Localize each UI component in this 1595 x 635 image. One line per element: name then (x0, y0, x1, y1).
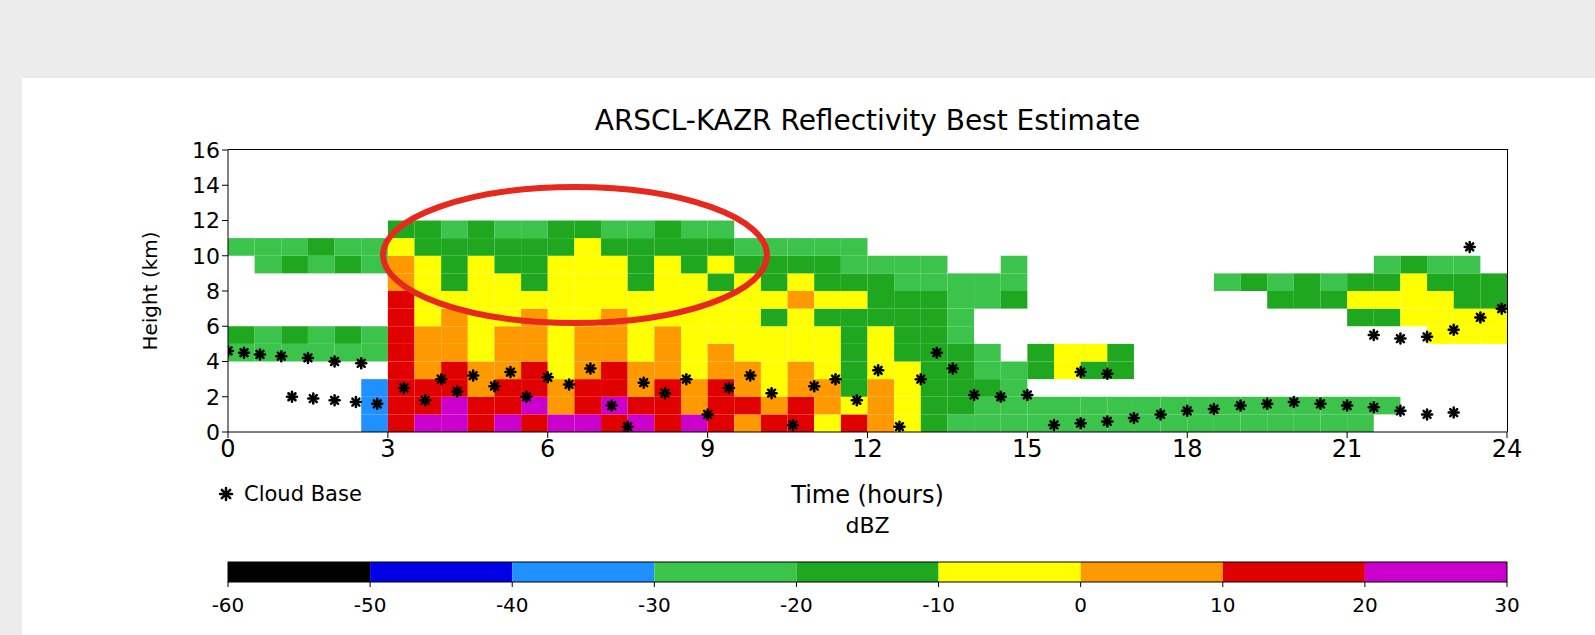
svg-text:3: 3 (380, 435, 395, 463)
svg-text:0: 0 (206, 420, 220, 445)
svg-text:20: 20 (1352, 593, 1377, 617)
html-text:ARSCL-KAZR Reflectivity Best E: ARSCL-KAZR Reflectivity Best Estimate (594, 104, 1141, 137)
svg-text:24: 24 (1492, 435, 1523, 463)
svg-text:6: 6 (206, 314, 220, 339)
svg-text:15: 15 (1012, 435, 1043, 463)
svg-text:8: 8 (206, 279, 220, 304)
html-text:dBZ: dBZ (845, 513, 890, 538)
svg-text:18: 18 (1172, 435, 1203, 463)
svg-text:-20: -20 (780, 593, 813, 617)
svg-text:0: 0 (220, 435, 235, 463)
svg-text:-50: -50 (354, 593, 387, 617)
svg-text:6: 6 (540, 435, 555, 463)
svg-text:10: 10 (192, 244, 220, 269)
svg-text:2: 2 (206, 385, 220, 410)
svg-text:10: 10 (1210, 593, 1235, 617)
svg-text:21: 21 (1332, 435, 1363, 463)
svg-text:30: 30 (1494, 593, 1519, 617)
html-text:Height (km): Height (km) (138, 231, 162, 351)
svg-text:16: 16 (192, 138, 220, 163)
svg-text:0: 0 (1074, 593, 1087, 617)
svg-text:-40: -40 (496, 593, 529, 617)
svg-text:12: 12 (852, 435, 883, 463)
svg-text:-30: -30 (638, 593, 671, 617)
svg-text:4: 4 (206, 349, 220, 374)
html-text:Cloud Base: Cloud Base (244, 482, 362, 506)
html-text:Time (hours): Time (hours) (791, 481, 944, 509)
svg-text:-10: -10 (922, 593, 955, 617)
svg-text:12: 12 (192, 208, 220, 233)
svg-text:-60: -60 (212, 593, 245, 617)
svg-text:14: 14 (192, 173, 220, 198)
svg-text:9: 9 (700, 435, 715, 463)
